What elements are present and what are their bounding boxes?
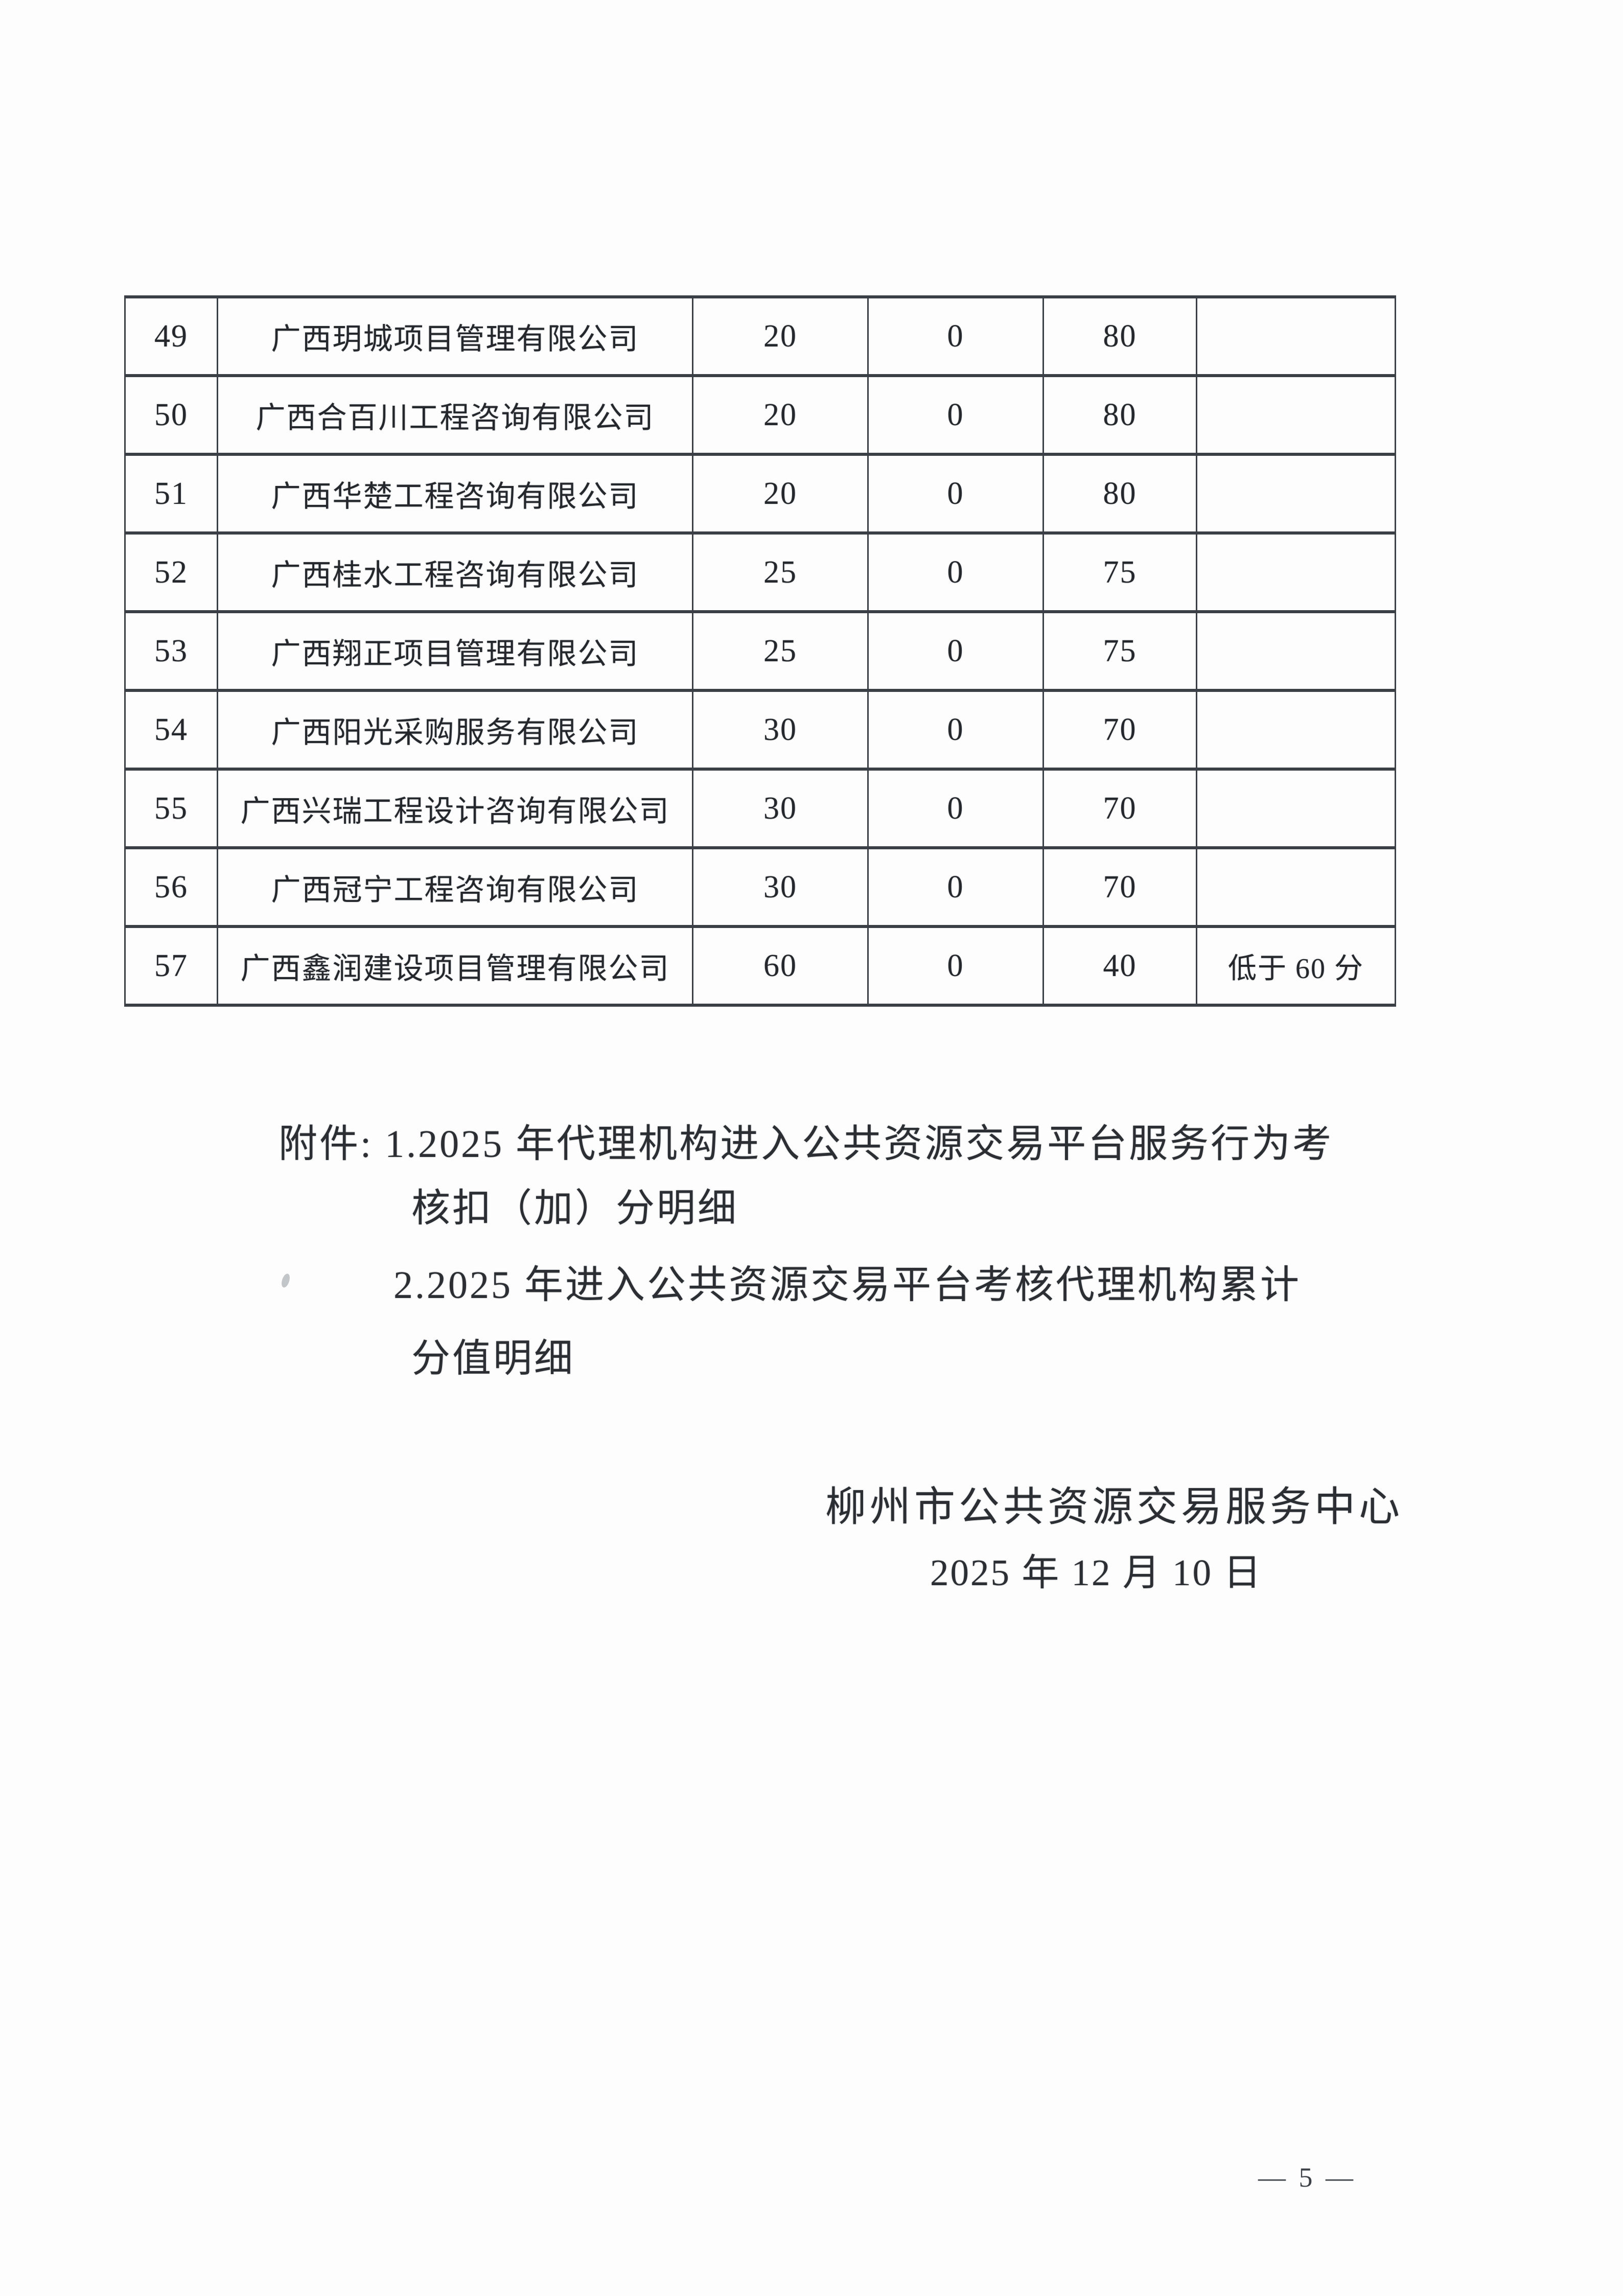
score-cell: 0 — [867, 295, 1044, 377]
attachment-line-2: 核扣（加）分明细 — [411, 1187, 738, 1230]
company-name-cell: 广西翔正项目管理有限公司 — [217, 610, 693, 692]
score-cell: 70 — [1042, 846, 1197, 928]
score-cell: 0 — [867, 689, 1044, 771]
remark-cell: 低于 60 分 — [1196, 925, 1396, 1007]
row-number-cell: 50 — [124, 374, 218, 456]
score-cell: 70 — [1042, 689, 1197, 771]
attachment-line-1: 附件: 1.2025 年代理机构进入公共资源交易平台服务行为考 — [279, 1123, 1334, 1166]
page-number: — 5 — — [1258, 2162, 1356, 2193]
score-table-body: 49 广西玥城项目管理有限公司 20 0 80 50 广西合百川工程咨询有限公司… — [124, 295, 1396, 1007]
row-number-cell: 56 — [124, 846, 218, 928]
company-name-cell: 广西桂水工程咨询有限公司 — [217, 531, 693, 613]
company-name-cell: 广西冠宁工程咨询有限公司 — [217, 846, 693, 928]
remark-cell — [1196, 295, 1396, 377]
score-cell: 40 — [1042, 925, 1197, 1007]
score-cell: 60 — [692, 925, 869, 1007]
score-cell: 0 — [867, 453, 1044, 535]
score-cell: 80 — [1042, 295, 1197, 377]
company-name-cell: 广西兴瑞工程设计咨询有限公司 — [217, 768, 693, 849]
table-row: 50 广西合百川工程咨询有限公司 20 0 80 — [124, 374, 1396, 456]
remark-cell — [1196, 453, 1396, 535]
row-number-cell: 54 — [124, 689, 218, 771]
company-name-cell: 广西合百川工程咨询有限公司 — [217, 374, 693, 456]
company-name-cell: 广西玥城项目管理有限公司 — [217, 295, 693, 377]
remark-cell — [1196, 768, 1396, 849]
score-cell: 20 — [692, 374, 869, 456]
score-cell: 0 — [867, 846, 1044, 928]
company-name-cell: 广西华楚工程咨询有限公司 — [217, 453, 693, 535]
score-cell: 30 — [692, 768, 869, 849]
table-row: 56 广西冠宁工程咨询有限公司 30 0 70 — [124, 846, 1396, 928]
company-name-cell: 广西阳光采购服务有限公司 — [217, 689, 693, 771]
score-cell: 0 — [867, 925, 1044, 1007]
signature-date: 2025 年 12 月 10 日 — [930, 1552, 1263, 1593]
remark-cell — [1196, 531, 1396, 613]
score-cell: 20 — [692, 295, 869, 377]
remark-cell — [1196, 846, 1396, 928]
score-cell: 30 — [692, 846, 869, 928]
score-cell: 0 — [867, 768, 1044, 849]
score-cell: 0 — [867, 374, 1044, 456]
table-row: 51 广西华楚工程咨询有限公司 20 0 80 — [124, 453, 1396, 535]
remark-cell — [1196, 689, 1396, 771]
score-cell: 75 — [1042, 610, 1197, 692]
row-number-cell: 51 — [124, 453, 218, 535]
remark-cell — [1196, 374, 1396, 456]
score-cell: 20 — [692, 453, 869, 535]
row-number-cell: 53 — [124, 610, 218, 692]
score-cell: 80 — [1042, 374, 1197, 456]
score-cell: 30 — [692, 689, 869, 771]
attachment-line-3: 2.2025 年进入公共资源交易平台考核代理机构累计 — [393, 1264, 1301, 1307]
company-name-cell: 广西鑫润建设项目管理有限公司 — [217, 925, 693, 1007]
score-cell: 0 — [867, 610, 1044, 692]
score-cell: 25 — [692, 531, 869, 613]
row-number-cell: 55 — [124, 768, 218, 849]
score-cell: 80 — [1042, 453, 1197, 535]
table-row: 49 广西玥城项目管理有限公司 20 0 80 — [124, 295, 1396, 377]
score-cell: 70 — [1042, 768, 1197, 849]
table-row: 55 广西兴瑞工程设计咨询有限公司 30 0 70 — [124, 768, 1396, 849]
row-number-cell: 49 — [124, 295, 218, 377]
row-number-cell: 52 — [124, 531, 218, 613]
table-row: 52 广西桂水工程咨询有限公司 25 0 75 — [124, 531, 1396, 613]
signature-org: 柳州市公共资源交易服务中心 — [825, 1485, 1403, 1530]
score-cell: 0 — [867, 531, 1044, 613]
scan-artifact-speck — [280, 1272, 291, 1289]
score-cell: 75 — [1042, 531, 1197, 613]
remark-cell — [1196, 610, 1396, 692]
row-number-cell: 57 — [124, 925, 218, 1007]
attachment-line-4: 分值明细 — [411, 1337, 575, 1380]
score-table: 49 广西玥城项目管理有限公司 20 0 80 50 广西合百川工程咨询有限公司… — [124, 295, 1396, 1007]
score-cell: 25 — [692, 610, 869, 692]
table-row: 54 广西阳光采购服务有限公司 30 0 70 — [124, 689, 1396, 771]
table-row: 57 广西鑫润建设项目管理有限公司 60 0 40 低于 60 分 — [124, 925, 1396, 1007]
table-row: 53 广西翔正项目管理有限公司 25 0 75 — [124, 610, 1396, 692]
